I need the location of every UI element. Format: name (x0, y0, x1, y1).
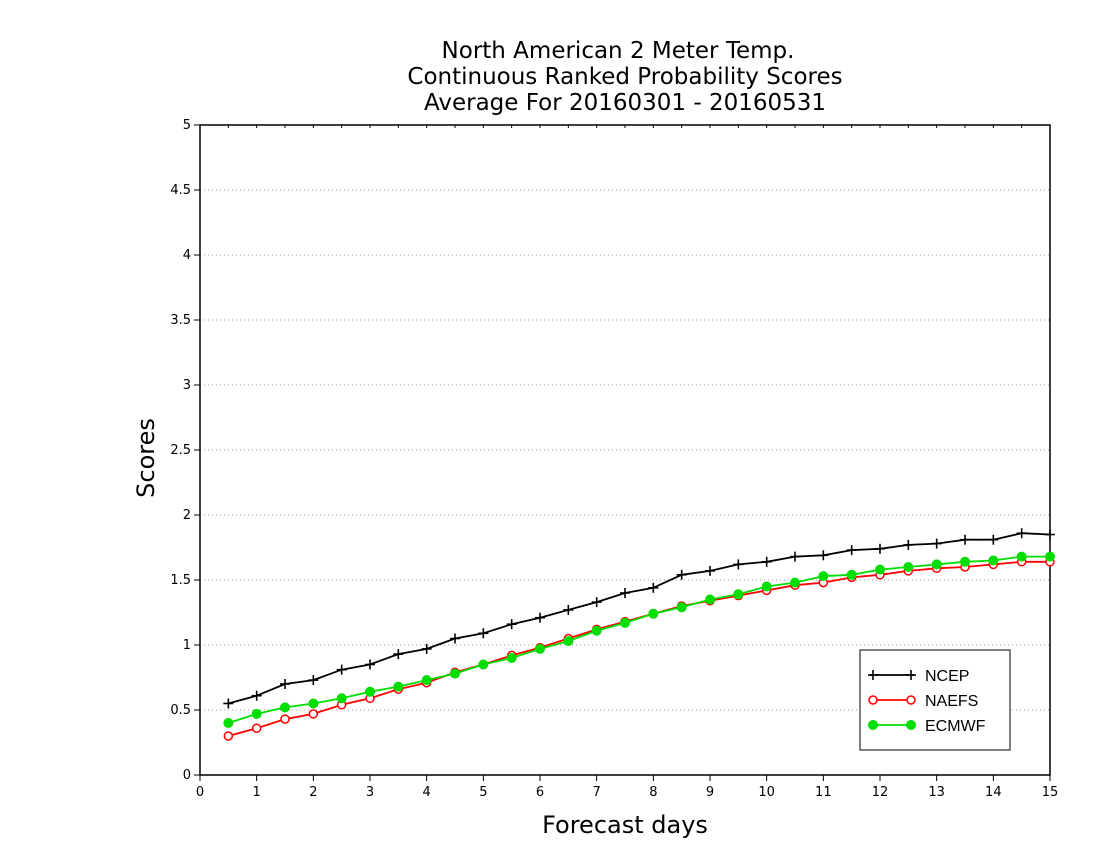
ecmwf-marker (506, 653, 517, 663)
x-tick-label: 1 (253, 785, 261, 800)
ecmwf-marker (563, 636, 574, 647)
y-tick-label: 3 (183, 378, 191, 393)
x-tick-label: 11 (815, 785, 832, 800)
ecmwf-marker (280, 702, 290, 713)
ecmwf-marker (931, 559, 942, 570)
ecmwf-marker (761, 581, 772, 592)
ecmwf-marker (365, 686, 375, 697)
x-tick-label: 12 (872, 785, 889, 800)
naefs-marker (251, 723, 262, 733)
naefs-marker (308, 709, 319, 719)
ecmwf-marker (450, 668, 460, 679)
x-tick-label: 7 (593, 785, 601, 800)
y-tick-label: 0.5 (170, 703, 191, 718)
y-tick-label: 5 (183, 118, 191, 133)
y-tick-labels: 0 0.5 1 1.5 2 2.5 3 3.5 4 4.5 5 (170, 118, 191, 783)
naefs-marker (280, 714, 290, 724)
y-tick-label: 3.5 (170, 313, 191, 328)
y-tick-label: 1.5 (170, 573, 191, 588)
ecmwf-marker (591, 625, 602, 636)
x-tick-label: 6 (536, 785, 544, 800)
legend-entry-ecmwf: ECMWF (868, 718, 986, 735)
ecmwf-marker (875, 564, 885, 575)
legend-naefs-marker (906, 695, 916, 705)
ecmwf-marker (336, 693, 347, 704)
ecmwf-marker (733, 589, 744, 600)
ecmwf-marker (846, 569, 857, 580)
x-tick-label: 3 (366, 785, 374, 800)
legend-ecmwf-marker (906, 720, 916, 730)
ecmwf-marker (790, 577, 800, 588)
ecmwf-marker (421, 675, 432, 686)
ecmwf-marker (1045, 551, 1055, 562)
title-line-1: North American 2 Meter Temp. (442, 38, 795, 64)
series-layer (223, 528, 1055, 741)
ecmwf-marker (903, 562, 914, 572)
chart-title: North American 2 Meter Temp. Continuous … (407, 38, 842, 116)
x-tick-label: 15 (1042, 785, 1059, 800)
x-tick-label: 4 (423, 785, 431, 800)
legend-label-ncep: NCEP (925, 668, 969, 685)
ecmwf-marker (393, 681, 404, 692)
axis-ticks (194, 124, 1051, 781)
y-tick-label: 2.5 (170, 443, 191, 458)
y-tick-label: 4 (183, 248, 191, 263)
ecmwf-marker (478, 659, 489, 670)
ecmwf-marker (960, 556, 970, 567)
legend-label-naefs: NAEFS (925, 693, 978, 710)
legend-naefs-marker (868, 695, 878, 705)
ecmwf-marker (988, 555, 999, 566)
y-tick-label: 4.5 (170, 183, 191, 198)
ecmwf-marker (620, 617, 630, 628)
y-tick-label: 1 (183, 638, 191, 653)
ecmwf-marker (1016, 551, 1027, 562)
legend-entry-ncep: NCEP (868, 668, 969, 685)
y-tick-label: 0 (183, 768, 191, 783)
x-tick-label: 9 (706, 785, 714, 800)
x-tick-label: 0 (196, 785, 204, 800)
ecmwf-marker (818, 571, 829, 582)
legend: NCEP NAEFS ECMWF (859, 649, 1011, 751)
x-tick-label: 14 (985, 785, 1002, 800)
title-line-2: Continuous Ranked Probability Scores (407, 64, 842, 90)
ecmwf-marker (251, 708, 262, 719)
series-ncep (223, 528, 1055, 709)
ecmwf-marker (676, 602, 687, 613)
legend-entries: NCEP NAEFS ECMWF (868, 668, 986, 735)
ecmwf-marker (648, 608, 659, 619)
ecmwf-marker (308, 698, 319, 709)
legend-entry-naefs: NAEFS (868, 693, 978, 710)
x-tick-label: 5 (479, 785, 487, 800)
naefs-marker (223, 731, 234, 741)
legend-ecmwf-marker (868, 720, 878, 730)
x-tick-labels: 0 1 2 3 4 5 6 7 8 9 10 11 12 13 14 15 (196, 785, 1058, 800)
x-axis-title: Forecast days (542, 811, 708, 839)
x-tick-label: 13 (928, 785, 945, 800)
series-ecmwf (223, 551, 1055, 728)
ecmwf-marker (705, 594, 715, 605)
gridlines (200, 189, 1050, 711)
ecmwf-marker (535, 643, 545, 654)
y-axis-title: Scores (132, 418, 160, 498)
ecmwf-marker (223, 718, 234, 728)
title-line-3: Average For 20160301 - 20160531 (424, 90, 826, 116)
y-tick-label: 2 (183, 508, 191, 523)
x-tick-label: 2 (309, 785, 317, 800)
x-tick-label: 10 (758, 785, 775, 800)
legend-label-ecmwf: ECMWF (925, 718, 986, 735)
x-tick-label: 8 (649, 785, 657, 800)
